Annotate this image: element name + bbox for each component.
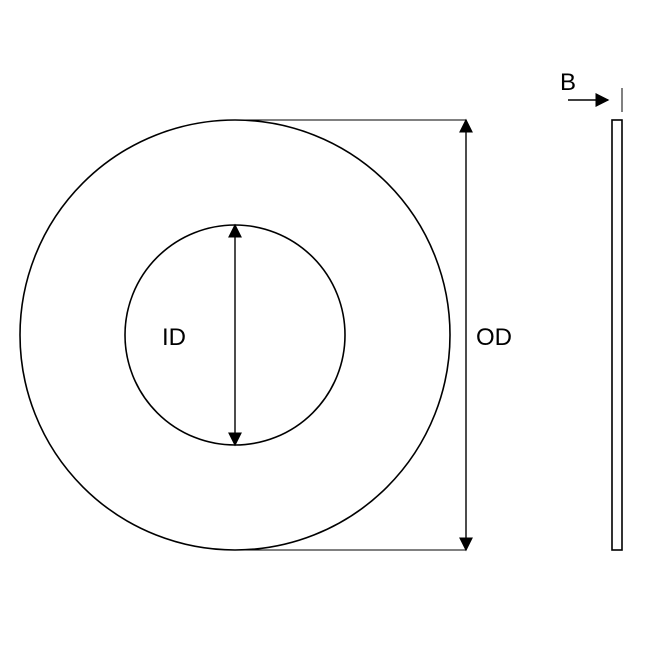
od-label: OD	[476, 324, 512, 351]
washer-side-profile	[612, 120, 622, 550]
washer-diagram: OD ID B	[0, 0, 670, 670]
b-label: B	[560, 69, 576, 96]
id-label: ID	[162, 324, 186, 351]
